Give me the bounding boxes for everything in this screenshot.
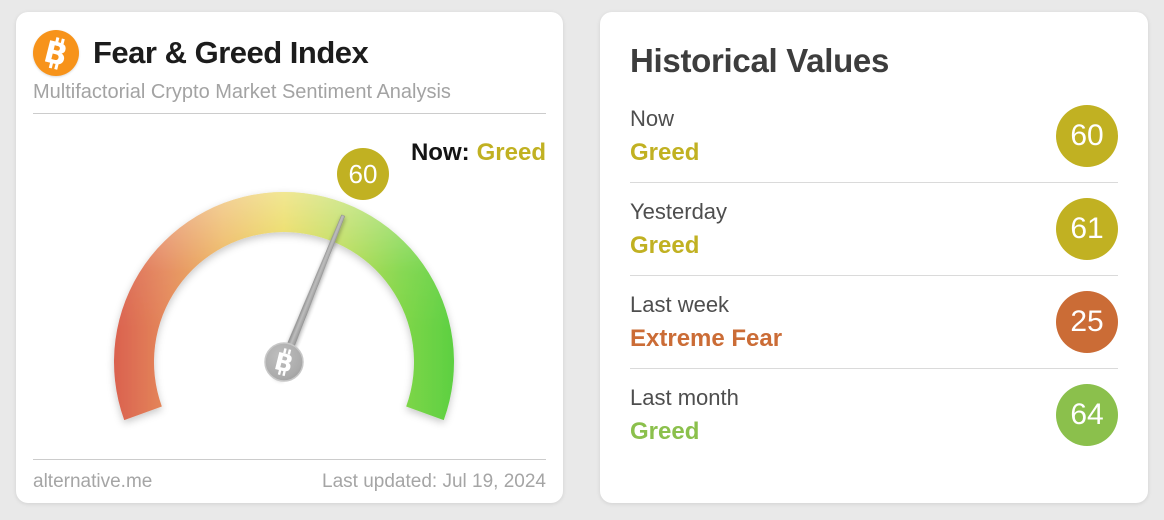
- footer-last-updated: Last updated: Jul 19, 2024: [322, 471, 546, 492]
- historical-values-card: Historical Values Now Greed 60 Yesterday…: [600, 12, 1148, 503]
- row-label: Last week: [630, 291, 730, 317]
- row-label: Yesterday: [630, 198, 728, 224]
- row-classification: Greed: [630, 231, 700, 259]
- history-row-now: Now Greed 60: [630, 90, 1118, 183]
- now-label: Now:: [410, 139, 470, 166]
- row-classification: Greed: [630, 138, 700, 166]
- row-label: Now: [630, 105, 675, 131]
- gauge-hub: B: [264, 342, 304, 382]
- sentiment-gauge: B: [114, 192, 455, 421]
- card-header: B Fear & Greed Index: [33, 30, 546, 76]
- card-footer: alternative.me Last updated: Jul 19, 202…: [33, 459, 546, 493]
- row-value-badge: 60: [1056, 105, 1118, 167]
- row-value-badge: 61: [1056, 198, 1118, 260]
- page-title: Fear & Greed Index: [93, 35, 369, 70]
- row-classification: Greed: [630, 417, 700, 445]
- row-value-badge: 64: [1056, 384, 1118, 446]
- history-row-last-week: Last week Extreme Fear 25: [630, 276, 1118, 369]
- historical-rows: Now Greed 60 Yesterday Greed 61 Last wee…: [630, 90, 1118, 461]
- footer-site-link[interactable]: alternative.me: [33, 471, 153, 492]
- row-classification: Extreme Fear: [630, 324, 783, 352]
- bitcoin-logo-icon: B: [33, 30, 79, 76]
- row-value-badge: 25: [1056, 291, 1118, 353]
- now-classification: Greed: [476, 139, 546, 166]
- row-label: Last month: [630, 384, 739, 410]
- gauge-arc: [114, 192, 455, 421]
- page-subtitle: Multifactorial Crypto Market Sentiment A…: [33, 81, 451, 103]
- historical-title: Historical Values: [630, 42, 890, 79]
- history-row-last-month: Last month Greed 64: [630, 369, 1118, 461]
- fear-greed-card: B Fear & Greed Index Multifactorial Cryp…: [16, 12, 563, 503]
- history-row-yesterday: Yesterday Greed 61: [630, 183, 1118, 276]
- now-indicator: Now: Greed: [411, 139, 546, 167]
- header-divider: [33, 113, 546, 114]
- gauge-value-badge: 60: [337, 148, 389, 200]
